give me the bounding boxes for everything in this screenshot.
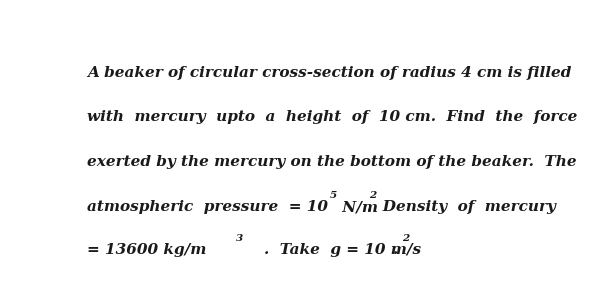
Text: .  Take  g = 10 m/s: . Take g = 10 m/s — [264, 243, 421, 257]
Text: .  Density  of  mercury: . Density of mercury — [367, 200, 556, 214]
Text: 2: 2 — [402, 234, 409, 243]
Text: with  mercury  upto  a  height  of  10 cm.  Find  the  force: with mercury upto a height of 10 cm. Fin… — [87, 110, 578, 124]
Text: A beaker of circular cross-section of radius 4 cm is filled: A beaker of circular cross-section of ra… — [87, 66, 572, 80]
Text: 5: 5 — [330, 191, 338, 200]
Text: atmospheric  pressure  = 10: atmospheric pressure = 10 — [87, 200, 329, 214]
Text: 3: 3 — [236, 234, 243, 243]
Text: 2: 2 — [368, 191, 376, 200]
Text: N/m: N/m — [337, 200, 378, 214]
Text: = 13600 kg/m: = 13600 kg/m — [87, 243, 207, 257]
Text: exerted by the mercury on the bottom of the beaker.  The: exerted by the mercury on the bottom of … — [87, 155, 577, 169]
Text: .: . — [393, 243, 398, 257]
